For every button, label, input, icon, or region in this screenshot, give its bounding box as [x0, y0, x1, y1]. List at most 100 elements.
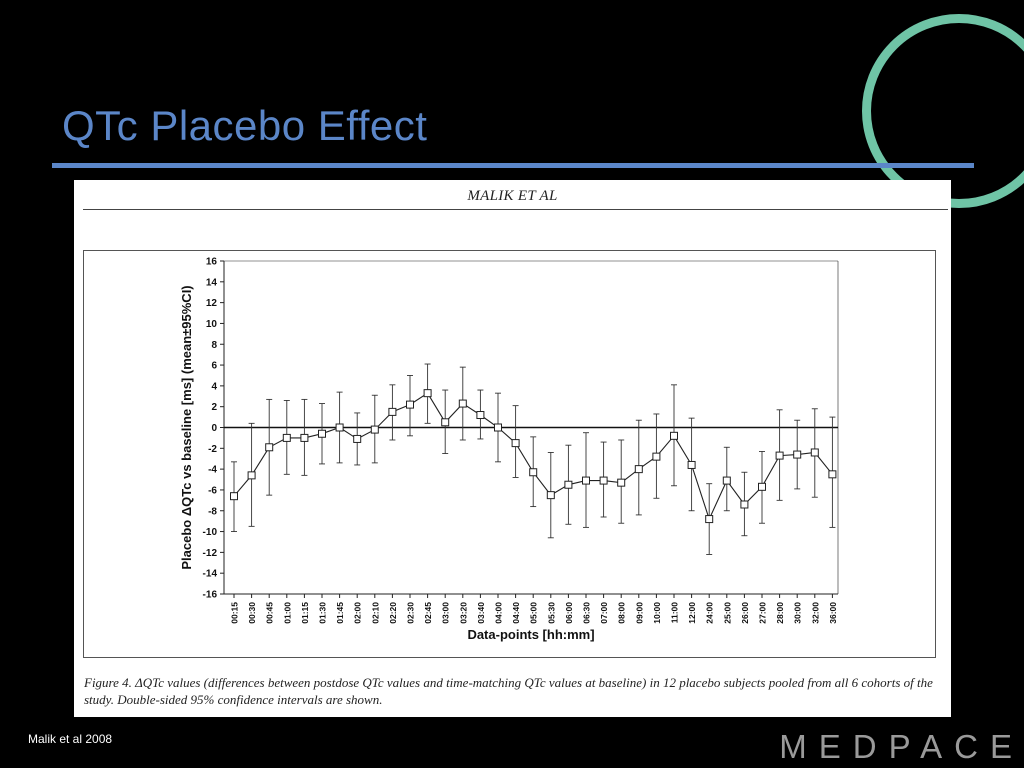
- medpace-logo: MEDPACE: [779, 728, 1024, 765]
- x-tick-label: 06:30: [582, 602, 592, 624]
- mean-marker: [687, 460, 696, 469]
- y-tick-label: 2: [211, 402, 217, 413]
- x-tick-label: 11:00: [670, 602, 680, 624]
- mean-marker: [458, 399, 467, 408]
- x-tick-label: 10:00: [652, 602, 662, 624]
- mean-marker: [722, 476, 731, 485]
- mean-marker: [370, 425, 379, 434]
- x-tick-label: 26:00: [740, 602, 750, 624]
- x-tick-label: 27:00: [758, 602, 768, 624]
- running-head-rule: [83, 209, 948, 210]
- y-tick-label: -2: [208, 444, 217, 455]
- x-axis-title: Data-points [hh:mm]: [467, 627, 594, 642]
- mean-marker: [388, 407, 397, 416]
- x-tick-label: 28:00: [775, 602, 785, 624]
- figure-frame: [83, 250, 936, 658]
- x-tick-label: 00:45: [265, 602, 275, 624]
- mean-marker: [810, 448, 819, 457]
- x-tick-label: 32:00: [810, 602, 820, 624]
- mean-marker: [582, 476, 590, 485]
- x-tick-label: 04:40: [511, 602, 521, 624]
- x-tick-label: 30:00: [793, 602, 803, 624]
- x-tick-label: 12:00: [687, 602, 697, 624]
- x-tick-label: 01:00: [282, 602, 292, 624]
- x-tick-label: 02:10: [370, 602, 380, 624]
- mean-marker: [670, 431, 678, 440]
- mean-marker: [476, 411, 485, 420]
- y-tick-label: 4: [211, 381, 217, 392]
- qtc-chart: 16 14 12 10 8 6 4 2 0 -2 -4 -6 -8 -10 -12 -14 -16 00:15 00…: [179, 257, 839, 642]
- x-tick-label: 03:40: [476, 602, 486, 624]
- y-tick-label: 16: [206, 257, 218, 268]
- x-tick-label: 03:20: [458, 602, 468, 624]
- figure-caption: Figure 4. ΔQTc values (differences betwe…: [84, 675, 933, 707]
- x-tick-label: 25:00: [722, 602, 732, 624]
- mean-marker: [617, 478, 626, 487]
- x-tick-label: 04:00: [494, 602, 504, 624]
- mean-marker: [265, 443, 274, 452]
- source-note: Malik et al 2008: [28, 732, 113, 746]
- x-tick-label: 24:00: [705, 602, 715, 624]
- x-tick-label: 01:45: [335, 602, 345, 624]
- mean-marker: [230, 492, 238, 501]
- y-tick-label: -6: [208, 485, 217, 496]
- x-tick-label: 02:30: [406, 602, 416, 624]
- x-tick-label: 02:00: [353, 602, 363, 624]
- mean-marker: [353, 434, 362, 443]
- x-tick-label: 03:00: [441, 602, 451, 624]
- running-head: MALIK ET AL: [467, 188, 558, 204]
- mean-marker: [599, 476, 608, 485]
- y-tick-label: -4: [208, 465, 217, 476]
- mean-marker: [406, 400, 414, 409]
- y-tick-label: -14: [203, 569, 218, 580]
- mean-marker: [705, 515, 714, 524]
- y-tick-label: 14: [206, 277, 218, 288]
- mean-marker: [494, 423, 502, 432]
- y-tick-label: 0: [211, 423, 217, 434]
- x-tick-label: 08:00: [617, 602, 627, 624]
- mean-marker: [740, 500, 749, 509]
- x-tick-label: 36:00: [828, 602, 838, 624]
- y-tick-label: 10: [206, 319, 218, 330]
- x-tick-label: 07:00: [599, 602, 609, 624]
- y-tick-label: 6: [211, 361, 217, 372]
- x-tick-label: 02:45: [423, 602, 433, 624]
- mean-marker: [828, 470, 837, 479]
- figure-page: MALIK ET AL 16 14 12 10 8 6 4 2 0 -2 -4 -6 -8 -10 -12 -…: [74, 180, 951, 717]
- y-tick-label: 8: [211, 340, 217, 351]
- x-tick-label: 00:30: [247, 602, 257, 624]
- y-tick-label: -10: [203, 527, 218, 538]
- x-tick-label: 05:30: [546, 602, 556, 624]
- x-tick-label: 01:30: [318, 602, 328, 624]
- mean-marker: [318, 429, 326, 438]
- y-tick-label: 12: [206, 298, 218, 309]
- x-tick-label: 09:00: [634, 602, 644, 624]
- x-tick-label: 06:00: [564, 602, 574, 624]
- mean-marker: [511, 439, 520, 448]
- slide-title: QTc Placebo Effect: [62, 102, 428, 149]
- x-tick-label: 02:20: [388, 602, 398, 624]
- mean-marker: [300, 433, 309, 442]
- mean-marker: [441, 418, 450, 427]
- mean-marker: [775, 451, 784, 460]
- mean-marker: [546, 491, 555, 500]
- decorative-ring: [862, 14, 1024, 208]
- mean-marker: [793, 450, 802, 459]
- y-axis-title: Placebo ΔQTc vs baseline [ms] (mean±95%C…: [179, 285, 194, 569]
- mean-marker: [758, 482, 766, 491]
- x-tick-label: 01:15: [300, 602, 310, 624]
- mean-marker: [247, 471, 256, 480]
- y-tick-label: -16: [203, 590, 218, 601]
- x-tick-label: 00:15: [230, 602, 240, 624]
- y-tick-label: -12: [203, 548, 218, 559]
- mean-marker: [282, 433, 291, 442]
- mean-marker: [652, 452, 661, 461]
- mean-marker: [423, 389, 432, 398]
- mean-marker: [634, 465, 643, 474]
- title-underline: [52, 163, 974, 168]
- mean-marker: [564, 480, 573, 489]
- mean-marker: [529, 468, 538, 477]
- mean-marker: [335, 423, 344, 432]
- x-tick-label: 05:00: [529, 602, 539, 624]
- y-tick-label: -8: [208, 506, 217, 517]
